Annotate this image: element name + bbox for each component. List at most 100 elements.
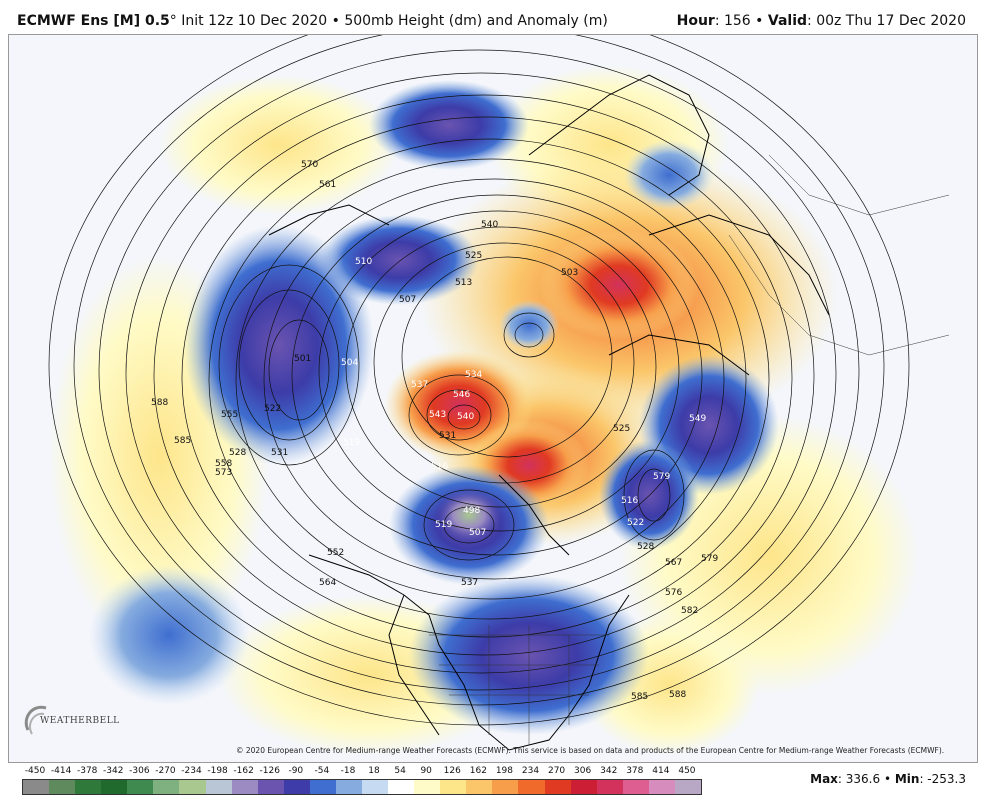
colorbar-label: -306 — [129, 766, 150, 776]
contour-label: 588 — [151, 398, 168, 408]
colorbar-label: -162 — [233, 766, 254, 776]
colorbar-label: 126 — [443, 766, 461, 776]
colorbar-swatch — [622, 780, 649, 794]
copyright-notice: © 2020 European Centre for Medium-range … — [236, 746, 945, 755]
colorbar-swatch — [283, 780, 310, 794]
contour-label: 570 — [301, 160, 318, 170]
colorbar-label: -270 — [155, 766, 176, 776]
contour-labels: 570 561 510 507 540 525 513 501 504 522 … — [151, 160, 718, 702]
contour-label: 552 — [327, 548, 344, 558]
colorbar-swatch — [440, 780, 467, 794]
contour-label: 585 — [631, 692, 648, 702]
colorbar-swatch — [466, 780, 493, 794]
contour-label: 576 — [665, 588, 682, 598]
contour-label: 546 — [453, 390, 470, 400]
colorbar-swatch — [544, 780, 571, 794]
contour-label: 579 — [701, 554, 718, 564]
contour-label: 537 — [411, 380, 428, 390]
contour-label: 567 — [665, 558, 682, 568]
colorbar-swatch — [75, 780, 102, 794]
contour-label: 516 — [431, 462, 448, 472]
contour-label: 528 — [637, 542, 654, 552]
contour-label: 498 — [463, 506, 480, 516]
colorbar-swatch — [205, 780, 232, 794]
colorbar-swatch — [648, 780, 675, 794]
colorbar-label: 414 — [652, 766, 670, 776]
logo-text: WEATHERBELL — [40, 716, 120, 726]
contour-label: 531 — [439, 431, 456, 441]
contour-label: 525 — [613, 424, 630, 434]
colorbar-swatch — [596, 780, 623, 794]
contour-label: 525 — [465, 251, 482, 261]
contour-label: 540 — [457, 412, 474, 422]
contour-label: 522 — [627, 518, 644, 528]
colorbar-label: -342 — [103, 766, 124, 776]
colorbar-swatch — [674, 780, 702, 794]
colorbar-label: -126 — [259, 766, 280, 776]
colorbar-swatch — [231, 780, 258, 794]
colorbar-label: 90 — [420, 766, 432, 776]
contour-label: 522 — [264, 404, 281, 414]
colorbar-label: -450 — [24, 766, 46, 776]
colorbar-labels: -450 -414 -378 -342 -306 -270 -234 -198 -162 -126… — [0, 766, 984, 778]
colorbar-swatch — [179, 780, 206, 794]
contour-label: 561 — [319, 180, 336, 190]
anomaly-colorbar — [22, 779, 702, 795]
colorbar-swatch — [257, 780, 284, 794]
colorbar-label: 54 — [394, 766, 406, 776]
contour-label: 579 — [653, 472, 670, 482]
borders — [429, 154, 950, 745]
contour-label: 564 — [319, 578, 336, 588]
max-min-readout: Max: 336.6 • Min: -253.3 — [810, 772, 966, 786]
colorbar-label: -54 — [314, 766, 330, 776]
contour-label: 588 — [669, 690, 686, 700]
contour-label: 507 — [399, 295, 416, 305]
header: ECMWF Ens [M] 0.5° Init 12z 10 Dec 2020 … — [0, 0, 984, 34]
colorbar-label: -378 — [76, 766, 98, 776]
map-title: ECMWF Ens [M] 0.5° Init 12z 10 Dec 2020 … — [17, 13, 608, 29]
contour-label: 519 — [435, 520, 452, 530]
logo-swirl-icon — [24, 705, 47, 735]
contour-label: 531 — [271, 448, 288, 458]
contour-label: 540 — [481, 220, 498, 230]
contour-label: 549 — [689, 414, 706, 424]
colorbar-label: 270 — [547, 766, 566, 776]
colorbar-label: -414 — [50, 766, 72, 776]
colorbar-swatch — [362, 780, 389, 794]
contour-label: 573 — [215, 468, 232, 478]
colorbar-swatch — [309, 780, 336, 794]
anomaly-map: 570 561 510 507 540 525 513 501 504 522 … — [8, 34, 978, 763]
valid-time: Hour: 156 • Valid: 00z Thu 17 Dec 2020 — [676, 13, 966, 29]
height-contours — [48, 35, 910, 726]
contour-label: 510 — [355, 257, 372, 267]
colorbar-swatch — [153, 780, 180, 794]
contour-label: 543 — [429, 410, 446, 420]
colorbar-swatch — [570, 780, 597, 794]
contour-label: 534 — [465, 370, 482, 380]
colorbar-swatch — [23, 780, 50, 794]
colorbar-label: -90 — [288, 766, 304, 776]
colorbar-swatch — [492, 780, 519, 794]
contour-label: 516 — [621, 496, 638, 506]
colorbar-label: -234 — [181, 766, 202, 776]
contour-label: 504 — [341, 358, 358, 368]
colorbar-label: 234 — [521, 766, 540, 776]
contour-label: 513 — [455, 278, 472, 288]
colorbar-swatch — [388, 780, 415, 794]
colorbar-label: 306 — [574, 766, 592, 776]
colorbar-label: 18 — [368, 766, 380, 776]
colorbar-label: 162 — [469, 766, 487, 776]
contour-label: 503 — [561, 268, 578, 278]
colorbar-swatch — [414, 780, 441, 794]
weatherbell-logo: WEATHERBELL — [22, 700, 119, 742]
contour-label: 582 — [681, 606, 698, 616]
colorbar-swatch — [101, 780, 128, 794]
colorbar-label: 342 — [600, 766, 618, 776]
colorbar-label: -198 — [207, 766, 228, 776]
colorbar-swatch — [518, 780, 545, 794]
contour-label: 528 — [229, 448, 246, 458]
colorbar-swatch — [49, 780, 76, 794]
colorbar-label: 378 — [626, 766, 644, 776]
colorbar-label: -18 — [340, 766, 356, 776]
contour-label: 507 — [469, 528, 486, 538]
